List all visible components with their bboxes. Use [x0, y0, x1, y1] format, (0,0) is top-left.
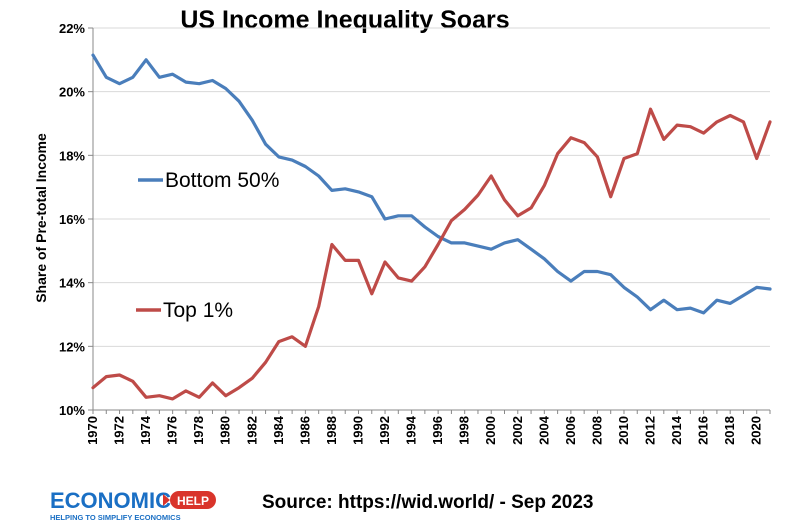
series-label-bottom-50: Bottom 50%	[165, 169, 279, 192]
x-tick-label: 1976	[165, 416, 180, 445]
x-tick-label: 1982	[244, 416, 259, 445]
x-tick-label: 2006	[563, 416, 578, 445]
series-label-top-1: Top 1%	[163, 299, 233, 322]
y-tick-label: 20%	[59, 85, 85, 100]
axes	[92, 28, 770, 411]
x-tick-label: 2008	[589, 416, 604, 445]
y-tick-label: 16%	[59, 212, 85, 227]
y-axis-ticks: 10% 12% 14% 16% 18% 20% 22%	[59, 21, 93, 418]
logo-tagline: HELPING TO SIMPLIFY ECONOMICS	[50, 513, 181, 522]
x-tick-label: 1980	[218, 416, 233, 445]
gridlines	[93, 27, 770, 411]
x-tick-label: 1992	[377, 416, 392, 445]
x-tick-label: 2020	[749, 416, 764, 445]
x-tick-label: 1998	[457, 416, 472, 445]
x-tick-label: 2000	[483, 416, 498, 445]
y-tick-label: 10%	[59, 403, 85, 418]
x-tick-label: 1996	[430, 416, 445, 445]
x-tick-label: 2014	[669, 415, 684, 445]
y-tick-label: 22%	[59, 21, 85, 36]
x-tick-label: 1994	[404, 415, 419, 445]
x-tick-label: 1988	[324, 416, 339, 445]
x-tick-label: 2010	[616, 416, 631, 445]
y-axis-label: Share of Pre-total Income	[33, 133, 49, 303]
series-line-bottom-50	[91, 53, 772, 315]
chart-title: US Income Inequality Soars	[180, 6, 509, 34]
y-tick-label: 12%	[59, 339, 85, 354]
x-tick-label: 2004	[536, 415, 551, 445]
x-tick-label: 2002	[510, 416, 525, 445]
x-tick-label: 1984	[271, 415, 286, 445]
logo-arrow-icon	[163, 494, 170, 506]
series-line-top-1	[91, 107, 772, 401]
logo-help-text: HELP	[177, 494, 209, 508]
x-tick-label: 2016	[696, 416, 711, 445]
logo-help-badge	[170, 491, 216, 509]
x-tick-label: 1986	[297, 416, 312, 445]
y-tick-label: 18%	[59, 148, 85, 163]
x-axis-ticks: 1970 1972 1974 1976 1978 1980 1982 1984 1986 1988…	[85, 410, 771, 445]
x-tick-label: 1978	[191, 416, 206, 445]
series-lines	[91, 53, 772, 401]
economics-help-logo: ECONOMICS HELP HELPING TO SIMPLIFY ECONO…	[50, 488, 216, 522]
x-tick-label: 1990	[350, 416, 365, 445]
x-tick-label: 1972	[112, 416, 127, 445]
x-tick-label: 1974	[138, 415, 153, 445]
x-tick-label: 2018	[722, 416, 737, 445]
x-tick-label: 1970	[85, 416, 100, 445]
x-tick-label: 2012	[643, 416, 658, 445]
y-tick-label: 14%	[59, 276, 85, 291]
source-citation: Source: https://wid.world/ - Sep 2023	[262, 492, 594, 513]
